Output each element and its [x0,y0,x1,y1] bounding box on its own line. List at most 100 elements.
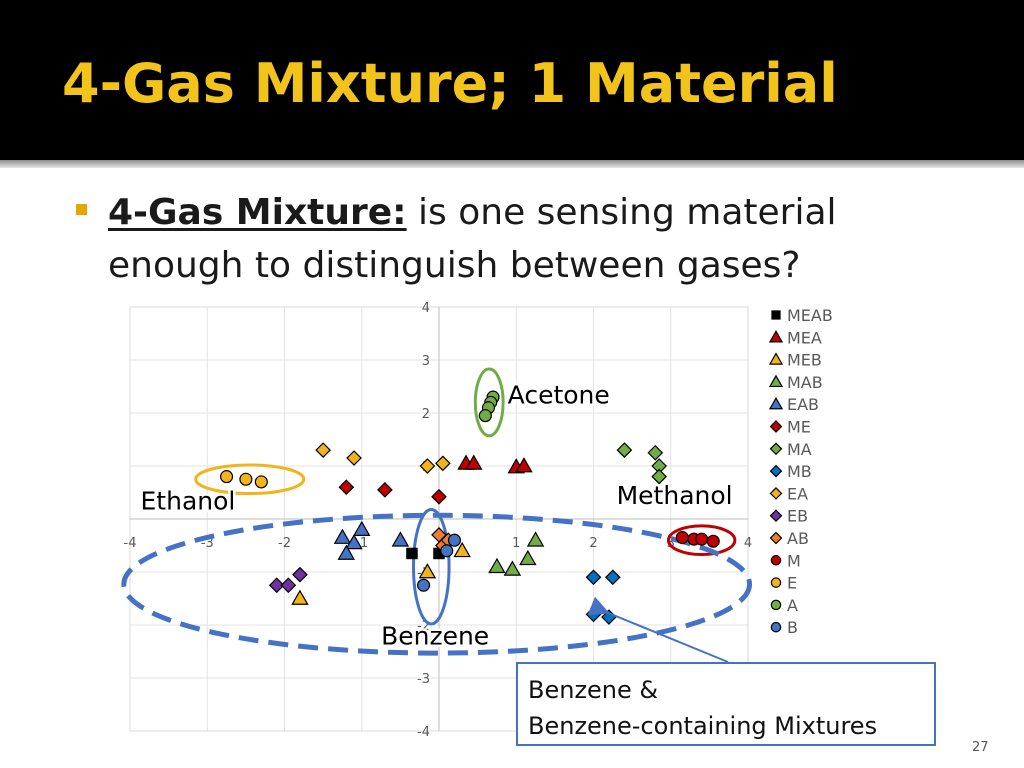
data-point-meab [406,547,418,560]
legend-label: EA [787,484,808,503]
legend-label: MAB [787,373,823,392]
title-bar-divider [0,160,1024,168]
legend-label: ME [787,418,811,437]
data-point-mab [488,557,506,574]
data-point-mab [519,549,537,566]
data-point-mb [604,569,621,586]
legend-item-mb: MB [769,462,812,481]
legend-item-m: M [770,551,801,570]
legend-marker [768,330,784,343]
legend-item-a: A [770,596,798,615]
legend-marker [768,352,784,365]
data-point-eb [292,566,308,583]
bullet-marker [76,204,87,215]
y-tick-label: 2 [422,407,430,422]
slide-title: 4-Gas Mixture; 1 Material [62,52,838,115]
legend-label: E [787,574,797,593]
legend-item-eab: EAB [768,395,819,414]
legend-label: MEAB [787,306,833,325]
data-point-eab [353,520,371,536]
y-tick-label: -4 [417,725,430,740]
legend-marker [770,555,782,566]
x-tick-label: 1 [512,536,520,551]
legend-marker [770,599,782,611]
data-point-me [338,479,355,496]
legend-marker [769,509,783,523]
bullet-lead: 4-Gas Mixture: [108,192,407,233]
data-point-eb [268,577,285,594]
data-point-mea [515,457,533,473]
data-point-a [478,409,492,423]
x-tick-label: -2 [278,536,291,551]
data-point-m [675,530,689,545]
data-point-e [239,472,253,486]
cluster-ellipse [473,367,505,438]
callout-arrow [587,596,729,663]
legend-marker [771,310,781,320]
cluster-ellipse [666,524,737,557]
data-point-eb [280,577,297,594]
title-bar [0,0,1024,160]
legend-item-ma: MA [769,440,812,459]
legend-item-mea: MEA [768,328,822,347]
legend-marker [770,577,782,588]
y-tick-label: -3 [417,672,430,687]
legend-marker [769,531,783,545]
bullet-body: is one sensing material enough to distin… [108,192,837,286]
data-point-ea [346,450,362,466]
data-point-eab [333,528,352,544]
legend-label: EB [787,507,808,526]
data-point-m [695,532,709,546]
legend-item-me: ME [769,418,811,437]
callout-line-2: Benzene-containing Mixtures [528,712,878,740]
annotation-ethanol: Ethanol [141,486,236,515]
annotation-benzene: Benzene [381,622,489,651]
data-point-e [254,475,268,489]
data-point-me [431,488,447,505]
legend-marker [768,396,784,410]
data-point-m [706,534,720,548]
data-point-ma [647,444,664,461]
bullet-text: 4-Gas Mixture: is one sensing material e… [108,186,888,292]
data-point-ea [315,442,331,458]
data-point-eab [345,533,363,550]
legend-marker [768,374,784,388]
legend-item-b: B [770,618,798,637]
cluster-ellipse [194,463,306,496]
legend-item-mab: MAB [768,373,823,392]
data-point-mab [503,560,522,576]
legend-label: AB [787,529,809,548]
legend-label: MEA [787,328,822,347]
data-point-b [447,533,461,547]
y-tick-label: 4 [422,301,430,316]
data-point-eab [337,544,356,560]
data-point-meb [453,541,471,558]
data-point-meb [291,589,309,605]
legend-marker [769,442,783,456]
data-point-b [416,578,431,592]
legend-label: EAB [787,395,819,414]
annotation-acetone: Acetone [508,380,610,409]
legend-item-meb: MEB [768,351,822,370]
data-point-ea [419,458,436,474]
callout-box: Benzene & Benzene-containing Mixtures [516,662,936,746]
data-point-mea [465,454,483,470]
x-tick-label: 2 [589,536,597,551]
annotation-methanol: Methanol [617,481,733,510]
legend-marker [769,487,783,500]
data-point-e [220,470,234,484]
data-point-eab [391,531,410,547]
data-point-ea [435,455,451,472]
data-point-b [440,544,454,558]
legend-item-eb: EB [769,507,808,526]
x-tick-label: -4 [124,536,137,551]
legend-marker [769,420,783,433]
cluster-ellipse [412,507,451,626]
data-point-ma [616,442,633,458]
legend-label: B [787,618,798,637]
data-point-ma [651,468,668,485]
legend-item-e: E [770,574,797,593]
legend-item-ab: AB [769,529,809,548]
legend-item-meab: MEAB [771,306,833,325]
legend-label: MEB [787,351,822,370]
